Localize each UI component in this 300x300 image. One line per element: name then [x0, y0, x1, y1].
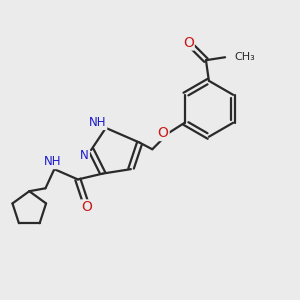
Text: NH: NH — [44, 155, 61, 168]
Text: O: O — [183, 35, 194, 50]
Text: O: O — [158, 126, 169, 140]
Text: CH₃: CH₃ — [234, 52, 255, 62]
Text: O: O — [81, 200, 92, 214]
Text: N: N — [80, 149, 89, 162]
Text: NH: NH — [89, 116, 106, 129]
